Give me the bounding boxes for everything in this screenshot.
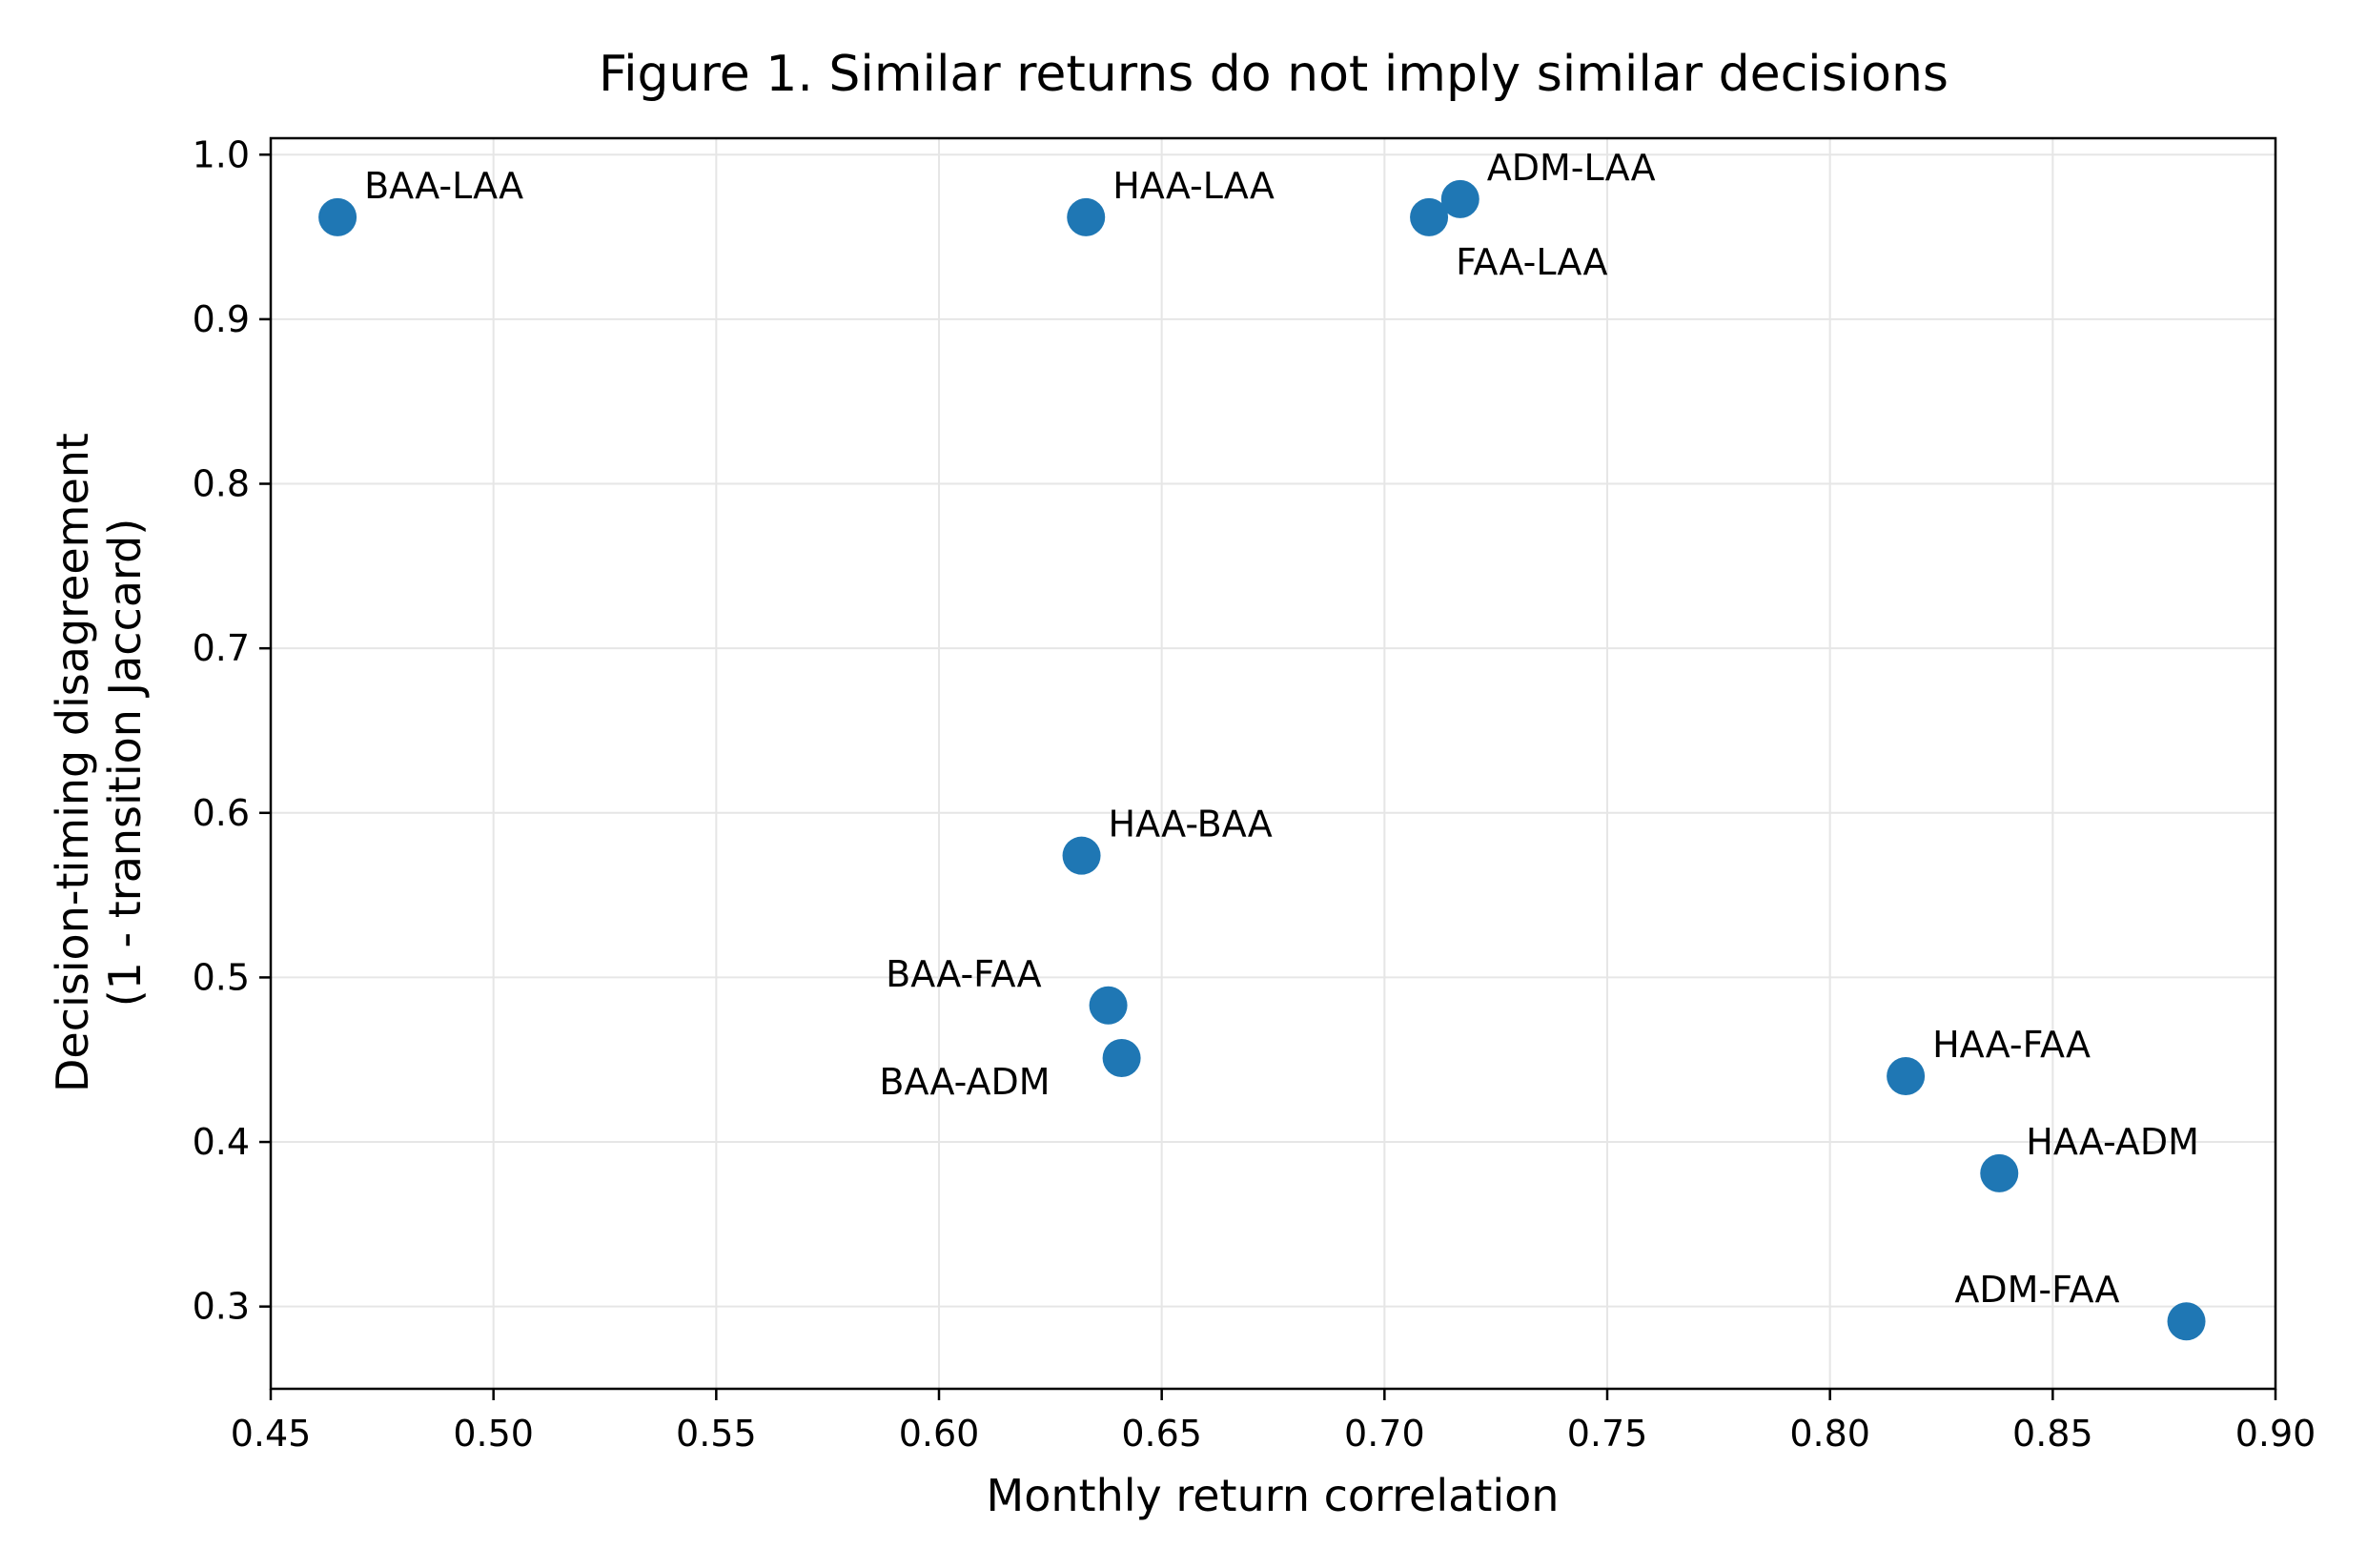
data-point-haa-baa — [1062, 836, 1101, 875]
data-point-haa-laa — [1067, 197, 1106, 236]
data-point-baa-adm — [1102, 1039, 1141, 1078]
x-tick-label: 0.65 — [1121, 1413, 1202, 1455]
data-point-haa-adm — [1980, 1153, 2019, 1192]
data-point-haa-faa — [1887, 1057, 1926, 1095]
point-label: HAA-LAA — [1112, 165, 1275, 207]
grid — [270, 138, 2276, 1389]
y-axis-label-line-1: Decision-timing disagreement — [47, 433, 98, 1092]
y-tick-label: 1.0 — [193, 133, 250, 175]
y-tick-label: 0.9 — [193, 298, 250, 340]
point-label: BAA-ADM — [879, 1061, 1050, 1103]
x-tick-label: 0.75 — [1567, 1413, 1648, 1455]
y-axis-label-line-2: (1 - transition Jaccard) — [99, 519, 151, 1008]
x-tick-label: 0.80 — [1789, 1413, 1870, 1455]
x-tick-label: 0.50 — [453, 1413, 534, 1455]
plot-frame — [269, 136, 2277, 1391]
point-label: HAA-ADM — [2026, 1121, 2199, 1163]
point-label: BAA-LAA — [364, 165, 523, 207]
y-tick-label: 0.4 — [193, 1121, 250, 1163]
point-label: HAA-FAA — [1932, 1024, 2091, 1066]
point-label: ADM-FAA — [1954, 1269, 2119, 1311]
x-tick-label: 0.85 — [2012, 1413, 2093, 1455]
y-tick-label: 0.5 — [193, 956, 250, 998]
x-tick-label: 0.70 — [1344, 1413, 1425, 1455]
x-tick-label: 0.90 — [2235, 1413, 2316, 1455]
y-tick-label: 0.8 — [193, 463, 250, 505]
point-label: HAA-BAA — [1109, 804, 1273, 845]
x-tick-label: 0.55 — [676, 1413, 757, 1455]
y-axis-label: Decision-timing disagreement (1 - transi… — [47, 433, 151, 1092]
x-tick-label: 0.45 — [231, 1413, 312, 1455]
x-axis-label: Monthly return correlation — [987, 1470, 1560, 1521]
chart-title: Figure 1. Similar returns do not imply s… — [599, 46, 1949, 103]
data-points: BAA-LAA HAA-LAA ADM-LAA FAA-LAA HAA-BAA BAA-F… — [318, 147, 2206, 1341]
y-tick-label: 0.7 — [193, 627, 250, 669]
point-label: FAA-LAA — [1456, 241, 1607, 283]
point-label: ADM-LAA — [1487, 147, 1656, 189]
data-point-faa-laa — [1410, 197, 1449, 236]
point-label: BAA-FAA — [886, 953, 1041, 995]
y-tick-label: 0.6 — [193, 792, 250, 834]
data-point-baa-laa — [318, 197, 357, 236]
data-point-adm-faa — [2167, 1302, 2206, 1341]
data-point-baa-faa — [1089, 986, 1128, 1025]
data-point-adm-laa — [1440, 179, 1479, 218]
x-tick-label: 0.60 — [899, 1413, 980, 1455]
axis-ticks: 0.45 0.50 0.55 0.60 0.65 0.70 0.75 0.80 0.85 0.90… — [193, 133, 2316, 1455]
y-tick-label: 0.3 — [193, 1286, 250, 1328]
